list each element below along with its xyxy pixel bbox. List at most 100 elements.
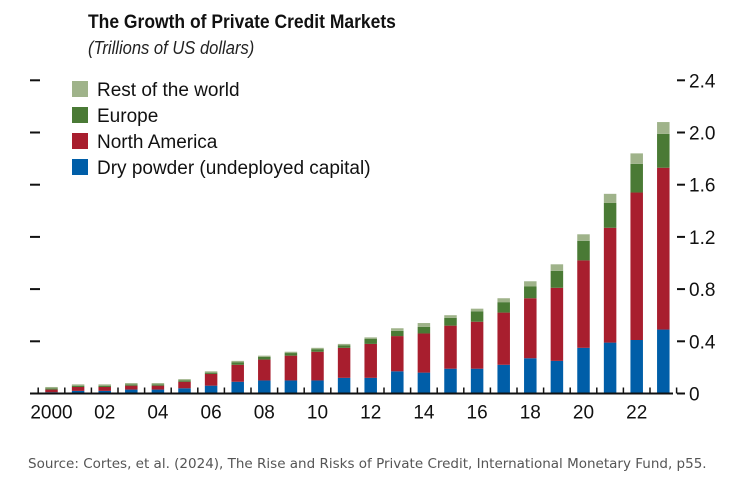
bar-2010-2: [311, 349, 324, 352]
bar-2018-1: [524, 298, 537, 359]
bar-2016-1: [470, 321, 484, 369]
bar-2013-2: [391, 330, 404, 337]
bar-2004-1: [151, 385, 165, 390]
bar-2005-2: [178, 380, 191, 382]
bar-2021-1: [603, 227, 617, 343]
bar-2021-0: [603, 342, 617, 394]
x-tick-label: 10: [307, 403, 328, 424]
bar-2010-0: [311, 380, 324, 394]
bar-2017-3: [497, 298, 510, 303]
bar-2007-2: [231, 362, 244, 365]
bar-2004-2: [151, 384, 165, 386]
bar-2009-2: [284, 353, 298, 356]
legend-swatch: [72, 81, 88, 97]
bar-2022-0: [630, 339, 643, 394]
x-tick-label: 12: [360, 403, 381, 424]
y-tick-label: 0.8: [689, 280, 715, 301]
bar-2008-3: [258, 355, 271, 357]
bar-2023-3: [657, 122, 670, 134]
bar-2003-2: [125, 384, 138, 386]
y-tick-label: 0: [689, 385, 700, 406]
bar-2002-3: [98, 384, 111, 386]
bar-2020-3: [577, 234, 590, 241]
bar-2006-3: [204, 371, 218, 373]
x-tick-label: 22: [626, 403, 647, 424]
bar-2006-2: [204, 372, 218, 374]
x-tick-label: 08: [254, 403, 275, 424]
bar-2001-3: [71, 384, 85, 386]
bar-2000-1: [45, 389, 58, 393]
y-tick-label: 0.4: [689, 332, 716, 353]
bar-2012-1: [364, 343, 377, 378]
bar-2021-3: [603, 193, 617, 203]
bar-2016-2: [470, 311, 484, 322]
bar-2016-3: [470, 308, 484, 312]
bar-2010-3: [311, 347, 324, 350]
bar-2000-2: [45, 388, 58, 390]
bar-2022-3: [630, 153, 643, 164]
bar-2011-1: [337, 347, 351, 378]
legend-label: Dry powder (undeployed capital): [97, 158, 371, 179]
legend-label: North America: [97, 132, 218, 153]
bar-2008-2: [258, 356, 271, 360]
bar-2002-0: [98, 390, 111, 394]
bar-2023-1: [657, 167, 670, 330]
bar-2015-3: [444, 315, 457, 318]
source-note: Source: Cortes, et al. (2024), The Rise …: [28, 456, 707, 472]
bar-2009-3: [284, 351, 298, 354]
bar-2005-3: [178, 379, 191, 381]
bar-2019-1: [550, 287, 564, 361]
bar-2020-1: [577, 260, 590, 348]
bar-2013-0: [391, 371, 404, 394]
bar-2015-2: [444, 317, 457, 326]
legend-swatch: [72, 107, 88, 123]
bar-2023-2: [657, 133, 670, 168]
bar-2009-0: [284, 380, 298, 394]
bar-2014-3: [417, 323, 431, 327]
bar-2004-3: [151, 383, 165, 385]
bar-2019-3: [550, 264, 564, 271]
bar-2012-0: [364, 377, 377, 394]
x-tick-label: 20: [573, 403, 594, 424]
bar-2005-1: [178, 381, 191, 389]
bar-2013-1: [391, 336, 404, 372]
bar-2018-2: [524, 286, 537, 299]
bar-2001-0: [71, 390, 85, 394]
bar-2007-0: [231, 381, 244, 394]
bar-2022-2: [630, 163, 643, 193]
bar-2003-1: [125, 385, 138, 390]
bar-2000-3: [45, 386, 58, 389]
bar-2009-1: [284, 355, 298, 381]
bar-2010-1: [311, 351, 324, 381]
bar-2001-1: [71, 386, 85, 391]
bar-2008-1: [258, 359, 271, 381]
chart-subtitle: (Trillions of US dollars): [88, 38, 255, 58]
bar-2007-1: [231, 364, 244, 382]
y-tick-label: 2.4: [689, 71, 716, 92]
chart-title: The Growth of Private Credit Markets: [88, 12, 396, 33]
x-tick-label: 2000: [30, 403, 72, 424]
x-tick-label: 16: [467, 403, 488, 424]
bar-2017-2: [497, 302, 510, 313]
bar-2015-1: [444, 325, 457, 369]
bar-2019-0: [550, 360, 564, 394]
bar-2018-3: [524, 281, 537, 287]
bar-2003-3: [125, 383, 138, 385]
x-tick-label: 02: [94, 403, 115, 424]
bar-2011-2: [337, 345, 351, 348]
bar-2019-2: [550, 270, 564, 288]
legend-label: Rest of the world: [97, 80, 240, 101]
legend-label: Europe: [97, 106, 158, 127]
y-tick-label: 2.0: [689, 124, 715, 145]
bar-2021-2: [603, 202, 617, 228]
bar-2002-1: [98, 386, 111, 391]
bar-2014-2: [417, 326, 431, 334]
bar-2014-0: [417, 372, 431, 394]
legend-swatch: [72, 133, 88, 149]
bar-2011-0: [337, 377, 351, 394]
bar-2008-0: [258, 380, 271, 394]
y-tick-label: 1.6: [689, 176, 715, 197]
bar-2003-0: [125, 389, 138, 394]
x-tick-label: 14: [413, 403, 435, 424]
